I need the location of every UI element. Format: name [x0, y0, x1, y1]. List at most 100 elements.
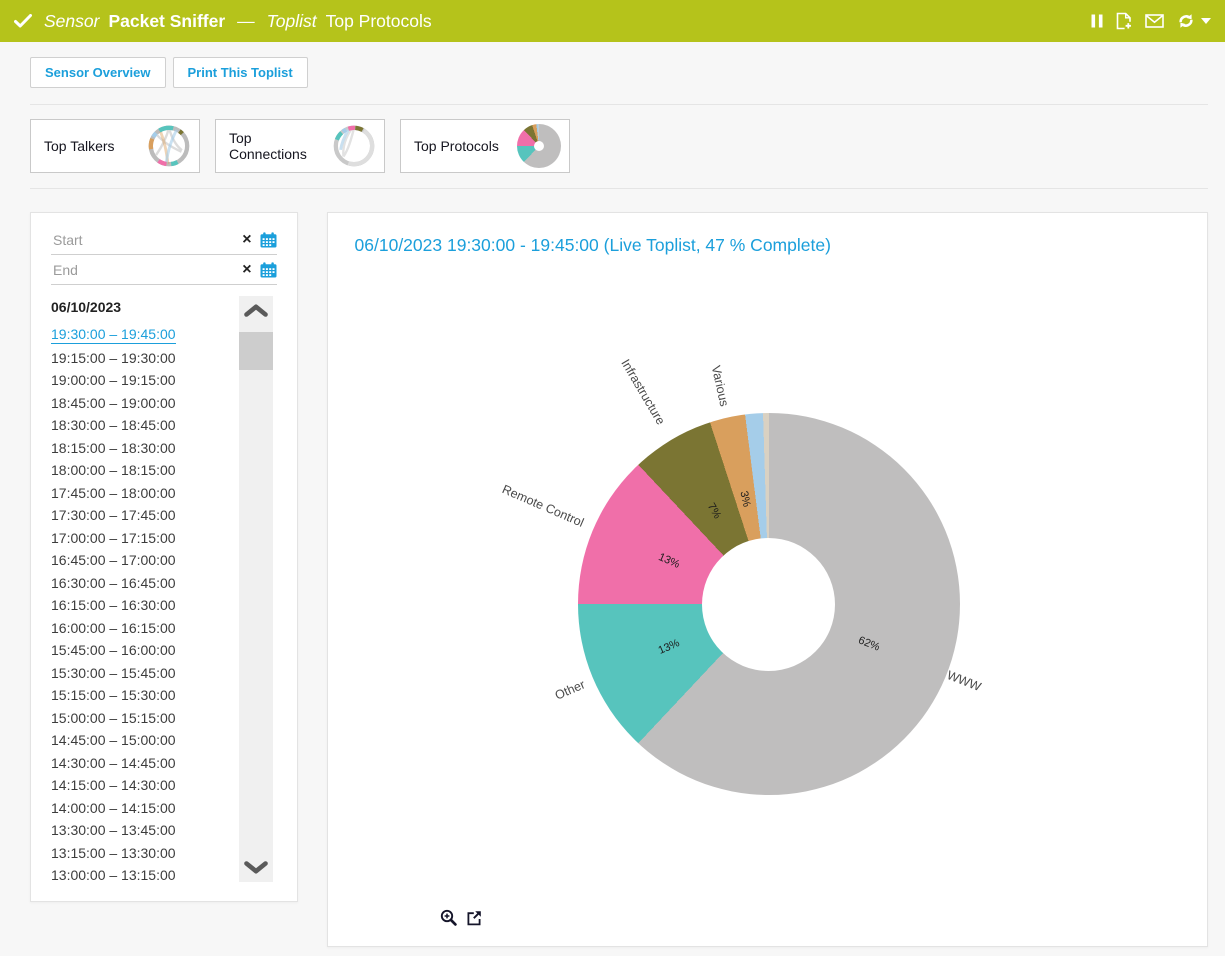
- time-range-item[interactable]: 14:45:00 – 15:00:00: [51, 729, 226, 752]
- toplist-name: Top Protocols: [326, 11, 432, 32]
- time-range-item[interactable]: 14:15:00 – 14:30:00: [51, 774, 226, 797]
- time-range-item[interactable]: 13:00:00 – 13:15:00: [51, 864, 226, 887]
- clear-end-icon[interactable]: ×: [242, 262, 251, 278]
- end-date-field: ×: [51, 255, 277, 285]
- donut-hole: [702, 538, 835, 671]
- chart-actions: [440, 909, 482, 926]
- time-range-item[interactable]: 15:15:00 – 15:30:00: [51, 684, 226, 707]
- time-range-item[interactable]: 16:15:00 – 16:30:00: [51, 594, 226, 617]
- toplist-panel: 06/10/2023 19:30:00 - 19:45:00 (Live Top…: [327, 212, 1208, 947]
- start-date-field: ×: [51, 225, 277, 255]
- donut-segment-label: Various: [708, 365, 731, 409]
- time-range-item[interactable]: 17:30:00 – 17:45:00: [51, 504, 226, 527]
- zoom-in-icon[interactable]: [440, 909, 457, 926]
- time-range-label: 13:00:00 – 13:15:00: [51, 867, 176, 883]
- sensor-name: Packet Sniffer: [108, 11, 225, 32]
- time-range-label: 16:15:00 – 16:30:00: [51, 597, 176, 613]
- time-range-label: 17:45:00 – 18:00:00: [51, 485, 176, 501]
- time-range-label: 17:30:00 – 17:45:00: [51, 507, 176, 523]
- time-range-item[interactable]: 18:00:00 – 18:15:00: [51, 459, 226, 482]
- time-range-label: 18:45:00 – 19:00:00: [51, 395, 176, 411]
- time-range-item[interactable]: 15:30:00 – 15:45:00: [51, 662, 226, 685]
- divider-1: [30, 104, 1208, 105]
- time-range-item[interactable]: 13:30:00 – 13:45:00: [51, 819, 226, 842]
- time-range-label: 13:15:00 – 13:30:00: [51, 845, 176, 861]
- time-range-label: 15:45:00 – 16:00:00: [51, 642, 176, 658]
- top-header-bar: Sensor Packet Sniffer — Toplist Top Prot…: [0, 0, 1225, 42]
- refresh-icon: [1177, 13, 1195, 29]
- time-range-label: 19:30:00 – 19:45:00: [51, 326, 176, 344]
- calendar-start-icon[interactable]: [260, 232, 277, 248]
- time-range-label: 14:15:00 – 14:30:00: [51, 777, 176, 793]
- donut-segment-label: Infrastructure: [618, 357, 668, 428]
- page-title: Sensor Packet Sniffer — Toplist Top Prot…: [44, 11, 432, 32]
- time-range-label: 14:00:00 – 14:15:00: [51, 800, 176, 816]
- time-range-label: 13:30:00 – 13:45:00: [51, 822, 176, 838]
- time-range-item[interactable]: 18:45:00 – 19:00:00: [51, 392, 226, 415]
- time-range-item[interactable]: 14:30:00 – 14:45:00: [51, 752, 226, 775]
- donut-segment-label: WWW: [945, 668, 983, 694]
- time-range-item[interactable]: 15:45:00 – 16:00:00: [51, 639, 226, 662]
- caret-down-icon: [1201, 18, 1211, 24]
- refresh-menu-button[interactable]: [1177, 13, 1211, 29]
- tab-label: Top Protocols: [414, 138, 517, 154]
- start-date-input[interactable]: [51, 231, 242, 249]
- open-new-window-icon[interactable]: [466, 910, 482, 926]
- time-range-item[interactable]: 18:30:00 – 18:45:00: [51, 414, 226, 437]
- time-range-label: 17:00:00 – 17:15:00: [51, 530, 176, 546]
- status-check-icon: [14, 14, 32, 28]
- time-range-item[interactable]: 19:30:00 – 19:45:00: [51, 324, 226, 347]
- time-range-item[interactable]: 19:00:00 – 19:15:00: [51, 369, 226, 392]
- pie-chart-icon: [517, 124, 561, 168]
- time-range-label: 18:00:00 – 18:15:00: [51, 462, 176, 478]
- time-range-item[interactable]: 18:15:00 – 18:30:00: [51, 437, 226, 460]
- time-range-item[interactable]: 15:00:00 – 15:15:00: [51, 707, 226, 730]
- pause-icon[interactable]: [1091, 14, 1103, 28]
- time-range-label: 14:45:00 – 15:00:00: [51, 732, 176, 748]
- toolbar: Sensor Overview Print This Toplist: [30, 57, 1208, 88]
- scroll-down-icon[interactable]: [239, 861, 273, 874]
- time-range-label: 15:30:00 – 15:45:00: [51, 665, 176, 681]
- time-range-item[interactable]: 16:00:00 – 16:15:00: [51, 617, 226, 640]
- scroll-up-icon[interactable]: [239, 304, 273, 317]
- sensor-label: Sensor: [44, 11, 99, 32]
- donut-segment-label: Remote Control: [500, 482, 586, 530]
- clear-start-icon[interactable]: ×: [242, 232, 251, 248]
- time-range-item[interactable]: 14:00:00 – 14:15:00: [51, 797, 226, 820]
- time-range-item[interactable]: 19:15:00 – 19:30:00: [51, 347, 226, 370]
- time-range-label: 18:30:00 – 18:45:00: [51, 417, 176, 433]
- header-actions: [1091, 12, 1211, 30]
- time-range-item[interactable]: 17:45:00 – 18:00:00: [51, 482, 226, 505]
- time-range-item[interactable]: 16:30:00 – 16:45:00: [51, 572, 226, 595]
- tab-top-talkers[interactable]: Top Talkers: [30, 119, 200, 173]
- time-range-item[interactable]: 13:15:00 – 13:30:00: [51, 842, 226, 865]
- time-range-label: 15:15:00 – 15:30:00: [51, 687, 176, 703]
- email-icon[interactable]: [1145, 14, 1164, 28]
- time-range-item[interactable]: 16:45:00 – 17:00:00: [51, 549, 226, 572]
- toplist-tabs: Top Talkers: [30, 119, 1208, 173]
- tab-top-connections[interactable]: Top Connections: [215, 119, 385, 173]
- report-icon[interactable]: [1116, 12, 1132, 30]
- chord-diagram-icon: [332, 124, 376, 168]
- title-dash: —: [237, 11, 255, 32]
- calendar-end-icon[interactable]: [260, 262, 277, 278]
- chord-diagram-icon: [147, 124, 191, 168]
- time-range-label: 19:15:00 – 19:30:00: [51, 350, 176, 366]
- donut-segment-label: Other: [553, 677, 587, 702]
- time-range-label: 14:30:00 – 14:45:00: [51, 755, 176, 771]
- time-range-label: 16:00:00 – 16:15:00: [51, 620, 176, 636]
- toplist-label: Toplist: [267, 11, 317, 32]
- end-date-input[interactable]: [51, 261, 242, 279]
- tab-top-protocols[interactable]: Top Protocols: [400, 119, 570, 173]
- tab-label: Top Talkers: [44, 138, 147, 154]
- time-range-label: 19:00:00 – 19:15:00: [51, 372, 176, 388]
- scrollbar[interactable]: [239, 296, 273, 882]
- time-range-sidebar: × ×: [30, 212, 298, 902]
- scrollbar-thumb[interactable]: [239, 332, 273, 370]
- sensor-overview-button[interactable]: Sensor Overview: [30, 57, 166, 88]
- time-range-label: 16:45:00 – 17:00:00: [51, 552, 176, 568]
- donut-chart[interactable]: [578, 413, 960, 795]
- time-range-item[interactable]: 17:00:00 – 17:15:00: [51, 527, 226, 550]
- print-toplist-button[interactable]: Print This Toplist: [173, 57, 308, 88]
- time-range-label: 16:30:00 – 16:45:00: [51, 575, 176, 591]
